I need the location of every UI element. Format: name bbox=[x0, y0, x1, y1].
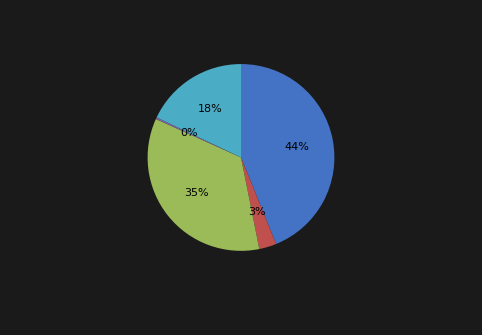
Text: 18%: 18% bbox=[198, 104, 223, 114]
Text: 0%: 0% bbox=[180, 128, 198, 138]
Wedge shape bbox=[156, 117, 241, 157]
Wedge shape bbox=[241, 64, 335, 244]
Text: 35%: 35% bbox=[184, 188, 209, 198]
Text: 3%: 3% bbox=[249, 207, 266, 217]
Wedge shape bbox=[241, 157, 276, 249]
Text: 44%: 44% bbox=[285, 141, 309, 151]
Wedge shape bbox=[147, 119, 259, 251]
Wedge shape bbox=[157, 64, 241, 157]
